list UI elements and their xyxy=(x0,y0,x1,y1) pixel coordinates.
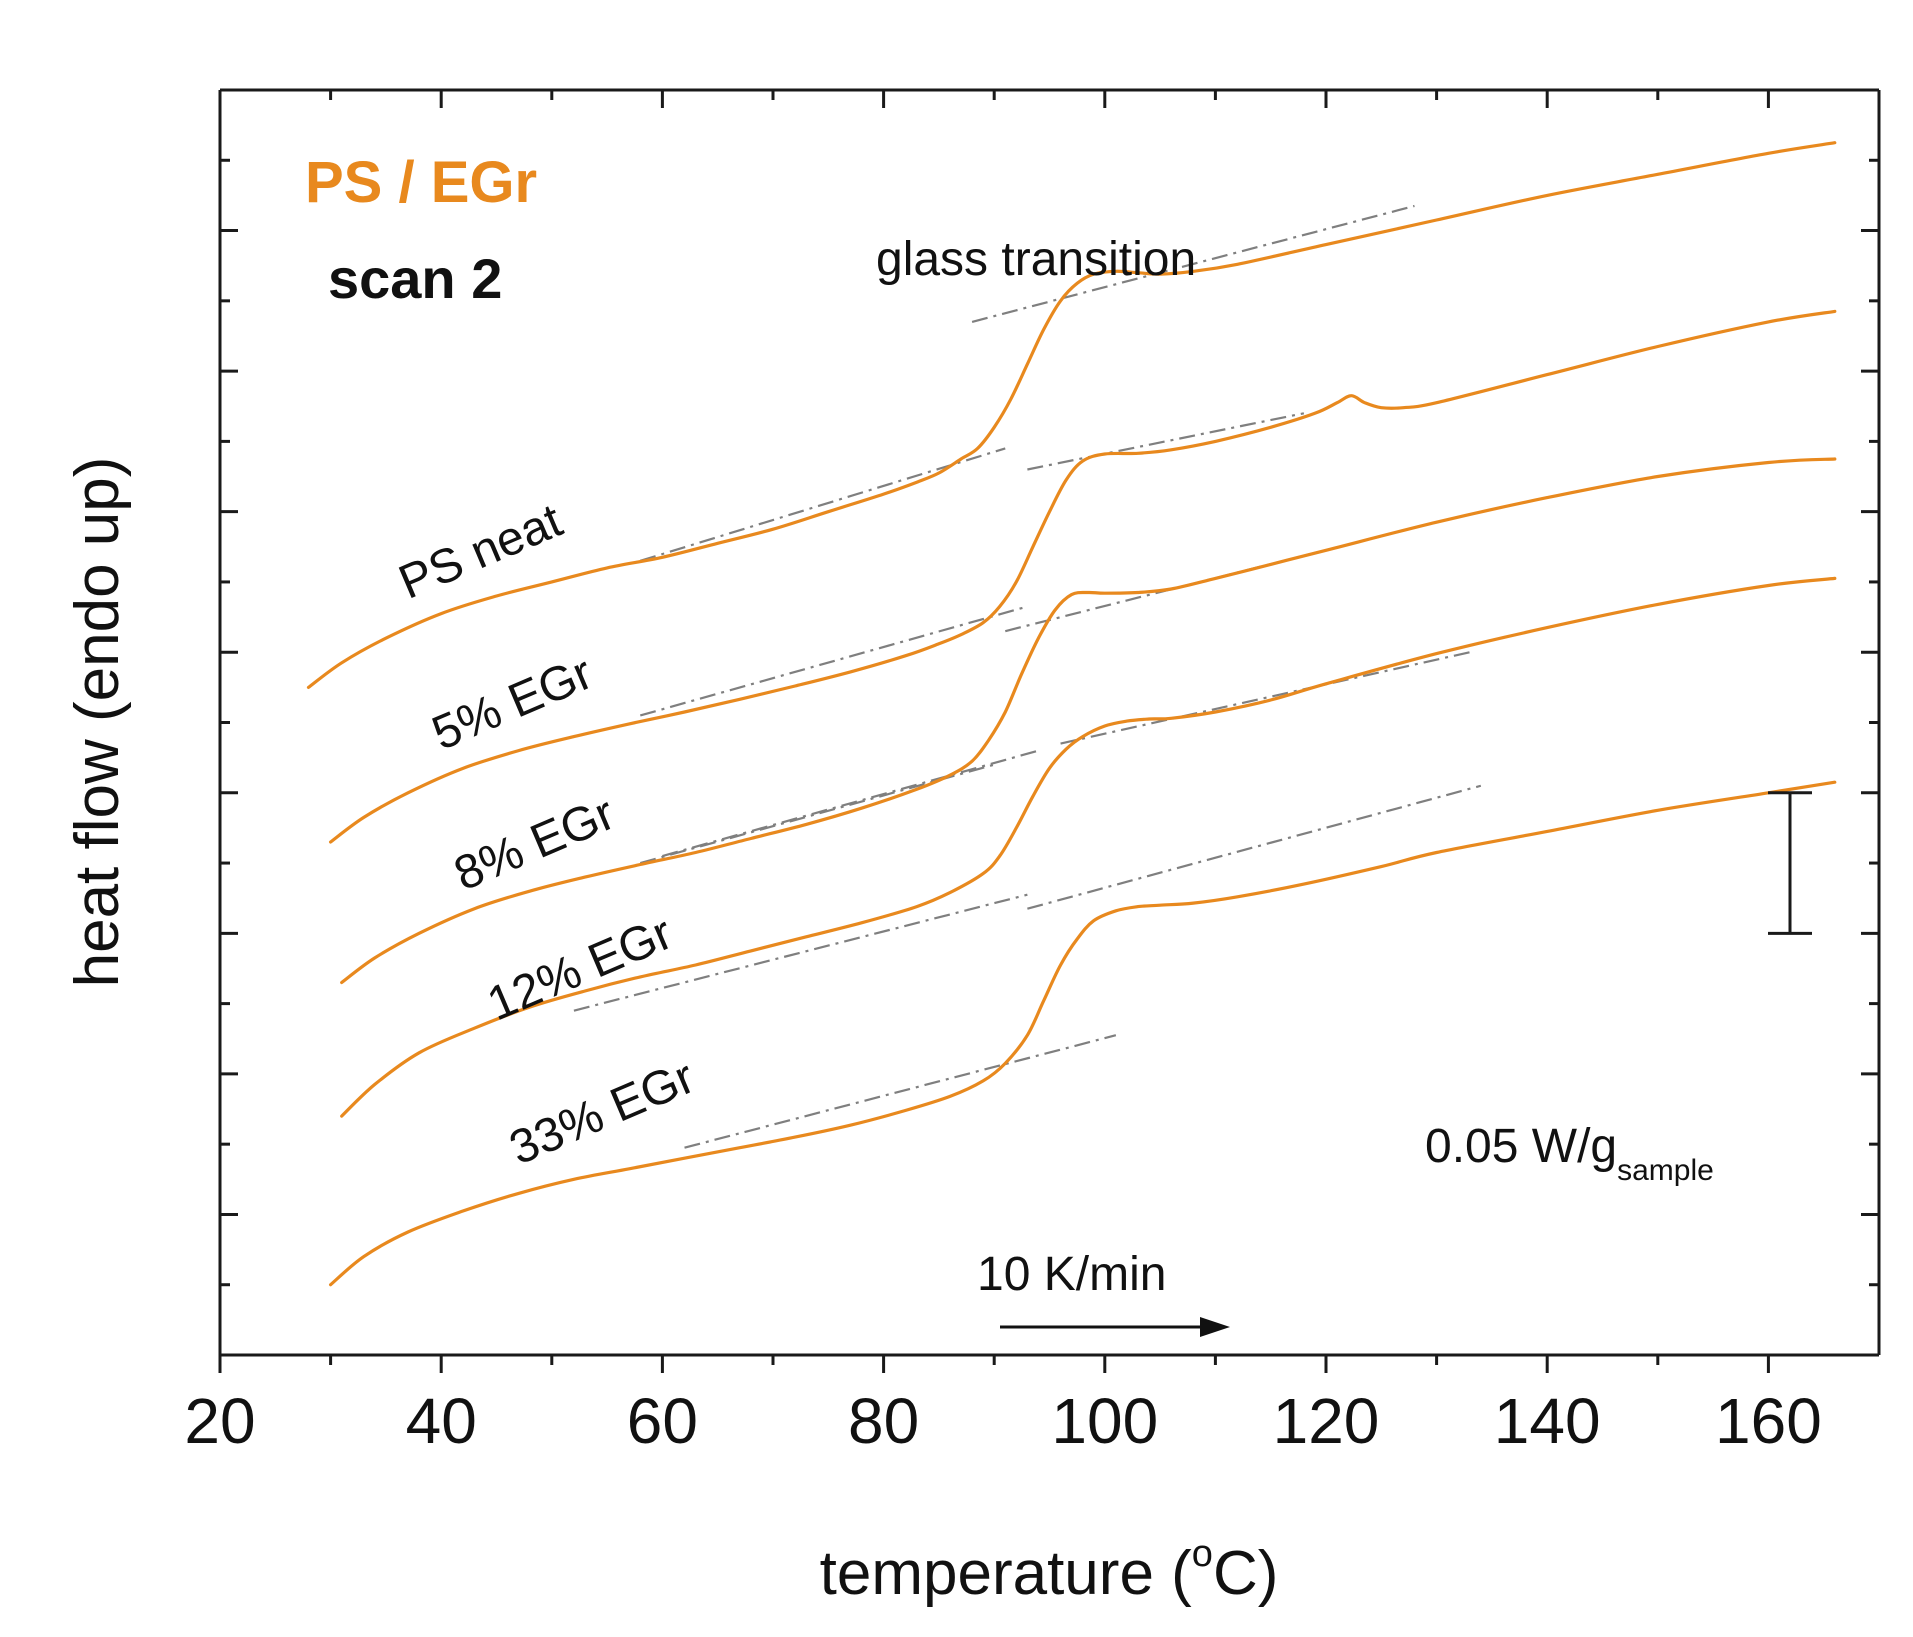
chart-subtitle: scan 2 xyxy=(328,247,502,310)
x-tick-label: 160 xyxy=(1715,1385,1822,1457)
x-axis-title: temperature (oC) xyxy=(820,1533,1279,1608)
heating-rate-arrow xyxy=(1000,1317,1230,1337)
x-tick-label: 80 xyxy=(848,1385,919,1457)
series-label: 8% EGr xyxy=(447,787,622,901)
series-label: PS neat xyxy=(392,494,570,610)
tangent-baseline xyxy=(1060,651,1471,745)
x-axis-title-main: temperature ( xyxy=(820,1539,1193,1608)
heating-rate-label: 10 K/min xyxy=(977,1248,1166,1301)
y-axis-ticks xyxy=(220,158,1879,1287)
x-tick-label: 120 xyxy=(1273,1385,1380,1457)
scale-bar-label-main: 0.05 W/g xyxy=(1425,1120,1617,1173)
dsc-curve xyxy=(329,780,1837,1287)
x-tick-label: 20 xyxy=(184,1385,255,1457)
scale-bar-label: 0.05 W/gsample xyxy=(1425,1120,1714,1187)
scale-bar-label-sub: sample xyxy=(1617,1154,1714,1187)
tangent-baseline xyxy=(1027,784,1482,910)
tangent-baseline xyxy=(639,447,1006,562)
tangent-baseline xyxy=(971,204,1415,323)
dsc-curve xyxy=(340,457,1837,985)
series-label: 12% EGr xyxy=(480,906,680,1031)
tangent-baseline xyxy=(684,1034,1117,1149)
x-axis-ticks: 20 40 60 80 100 120 140 160 xyxy=(184,90,1822,1457)
x-axis-title-degree: o xyxy=(1192,1533,1213,1575)
dsc-curve xyxy=(306,141,1837,689)
x-tick-label: 140 xyxy=(1494,1385,1601,1457)
tangent-baseline xyxy=(662,749,1039,858)
tangent-baseline xyxy=(1027,412,1305,471)
scale-bar: 0.05 W/gsample xyxy=(1425,791,1812,1187)
chart-title: PS / EGr xyxy=(305,150,537,215)
series-label: 5% EGr xyxy=(425,646,600,760)
dsc-curves xyxy=(306,141,1837,1287)
x-axis-title-end: C) xyxy=(1213,1539,1278,1608)
x-tick-label: 100 xyxy=(1051,1385,1158,1457)
tangent-baseline xyxy=(639,605,1028,717)
series-label: 33% EGr xyxy=(502,1050,702,1175)
x-tick-label: 60 xyxy=(627,1385,698,1457)
y-axis-title: heat flow (endo up) xyxy=(63,457,132,988)
dsc-curve xyxy=(329,309,1837,844)
heating-rate-arrow-head xyxy=(1200,1317,1230,1337)
glass-transition-annotation: glass transition xyxy=(876,233,1196,286)
tangent-baselines xyxy=(573,204,1482,1149)
dsc-curve xyxy=(340,576,1837,1118)
x-tick-label: 40 xyxy=(406,1385,477,1457)
